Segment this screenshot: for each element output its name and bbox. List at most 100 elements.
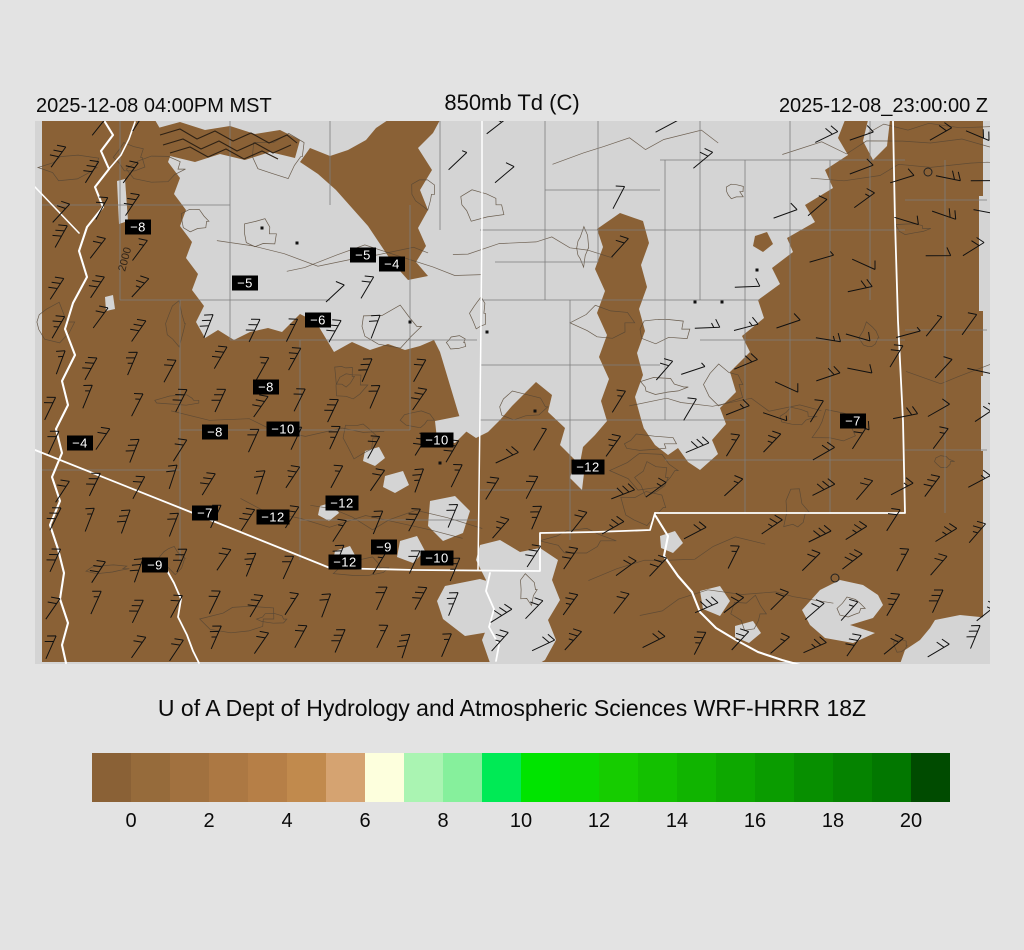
nv-ca-border: [35, 186, 80, 234]
wind-barb: [531, 633, 556, 652]
wind-barb: [413, 358, 427, 382]
dewpoint-value-label: −5: [237, 276, 253, 291]
wind-barb: [845, 520, 868, 541]
colorbar-tick-label: 2: [203, 810, 215, 832]
value-label-box: [371, 539, 397, 555]
colorado-river: [48, 121, 115, 664]
terrain-contour: [255, 613, 288, 624]
wind-barb: [927, 638, 950, 658]
terrain-contour: [634, 461, 669, 498]
wind-barb: [131, 393, 144, 417]
wind-barb: [816, 365, 841, 382]
dewpoint-fill-region: [753, 232, 773, 252]
terrain-contour: [569, 304, 636, 339]
wind-barb: [613, 591, 630, 614]
wind-barb: [812, 478, 836, 496]
wind-barb: [928, 589, 944, 613]
wind-barb: [925, 315, 943, 337]
terrain-contour: [36, 154, 100, 182]
terrain-contour: [85, 564, 130, 575]
wind-barb: [319, 593, 332, 618]
value-label-box: [232, 275, 258, 291]
terrain-contour: [893, 639, 908, 653]
wind-barb: [842, 549, 863, 570]
city-dot: [533, 409, 537, 413]
wind-barb: [605, 433, 622, 457]
wind-barb: [681, 362, 706, 375]
terrain-contour: [452, 236, 614, 259]
colorbar-segment: [287, 753, 326, 802]
header-datetime-local: 2025-12-08 04:00PM MST: [36, 95, 272, 117]
colorbar-segment: [209, 753, 248, 802]
dewpoint-value-label: −10: [425, 433, 449, 448]
wind-barb: [649, 554, 667, 577]
wind-barb: [894, 215, 919, 226]
terrain-contour: [730, 594, 768, 631]
dewpoint-value-label: −8: [258, 380, 274, 395]
wind-barb: [360, 275, 375, 299]
terrain-contour: [286, 244, 482, 276]
wind-barb: [694, 596, 719, 614]
colorbar-tick-label: 18: [821, 810, 845, 832]
dewpoint-value-label: −10: [425, 551, 449, 566]
wind-barb: [83, 159, 100, 184]
dewpoint-fill-region: [300, 121, 440, 280]
terrain-contour: [361, 304, 423, 349]
colorbar-tick-label: 8: [437, 810, 449, 832]
wind-barb: [412, 468, 424, 493]
wind-barb: [655, 358, 674, 381]
canyon-contour: [162, 138, 292, 154]
wind-barb: [125, 438, 140, 463]
wind-barb: [209, 625, 222, 650]
colorbar-segment: [326, 753, 365, 802]
wind-barb: [840, 598, 859, 621]
forecast-map-canvas: 2000−8−5−4−5−6−8−8 −10−10−4−7 −12−12−9−12−…: [35, 121, 990, 664]
wind-barb: [405, 508, 421, 532]
wind-barb: [693, 631, 707, 655]
wind-barb: [211, 388, 227, 413]
colorbar-segment: [560, 753, 599, 802]
wind-barb: [896, 548, 910, 572]
colorbar-segment: [443, 753, 482, 802]
terrain-contour: [588, 536, 766, 581]
wind-barb: [961, 312, 978, 336]
city-dot: [485, 330, 489, 334]
wind-barb: [208, 590, 221, 614]
station-circle: [923, 167, 933, 177]
wind-barb: [492, 516, 510, 539]
attribution-caption: U of A Dept of Hydrology and Atmospheric…: [157, 695, 867, 721]
wind-barb: [129, 558, 144, 583]
wind-barb: [167, 512, 179, 537]
terrain-contour: [154, 394, 200, 406]
city-dot: [720, 300, 724, 304]
wind-barb: [571, 509, 588, 533]
colorbar-segment: [131, 753, 170, 802]
colorbar-segment: [404, 753, 443, 802]
terrain-contour: [36, 301, 76, 344]
terrain-contour: [180, 208, 210, 233]
wind-barb: [725, 399, 750, 416]
wind-barb: [886, 592, 901, 617]
wind-barb: [325, 281, 345, 303]
colorbar-segment: [716, 753, 755, 802]
wind-barb: [889, 344, 904, 368]
wind-barb: [849, 158, 874, 175]
dewpoint-value-label: −9: [147, 558, 163, 573]
wind-barb: [172, 388, 188, 413]
dewpoint-value-label: −5: [355, 248, 371, 263]
wind-barb: [244, 552, 257, 577]
wind-barb: [253, 630, 270, 654]
wind-barb: [935, 170, 961, 182]
wind-barb: [245, 318, 261, 343]
wind-barb: [123, 192, 140, 216]
value-label-box: [420, 550, 454, 566]
terrain-contour: [639, 589, 834, 616]
tx-nm-border: [654, 121, 906, 514]
wind-barb: [131, 275, 150, 298]
wind-barb: [727, 545, 740, 569]
colorbar-segment: [521, 753, 560, 802]
wind-barb: [91, 121, 105, 136]
wind-barb: [612, 185, 626, 209]
dry-region: [979, 196, 990, 311]
az-nm-border: [477, 121, 483, 571]
